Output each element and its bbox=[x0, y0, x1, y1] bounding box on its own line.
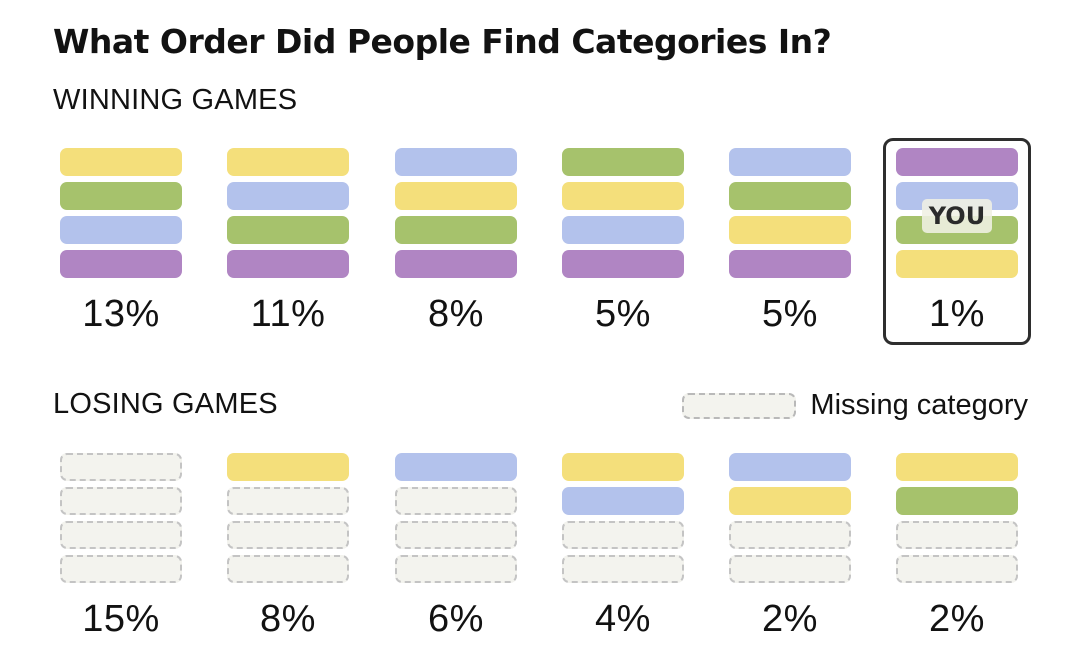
category-stack bbox=[395, 453, 517, 585]
purple-category-bar bbox=[227, 250, 349, 278]
category-stack: YOU bbox=[896, 148, 1018, 280]
category-stack bbox=[562, 453, 684, 585]
category-stack bbox=[60, 453, 182, 585]
category-stack bbox=[395, 148, 517, 280]
losing-order-column: 4% bbox=[562, 453, 684, 640]
category-stack bbox=[896, 453, 1018, 585]
yellow-category-bar bbox=[227, 148, 349, 176]
missing-category-bar bbox=[60, 521, 182, 549]
winning-order-column: YOU 1% bbox=[896, 148, 1018, 335]
percent-label: 13% bbox=[82, 293, 160, 335]
percent-label: 5% bbox=[595, 293, 651, 335]
category-stack bbox=[60, 148, 182, 280]
percent-label: 2% bbox=[929, 598, 985, 640]
green-category-bar bbox=[729, 182, 851, 210]
green-category-bar bbox=[562, 148, 684, 176]
purple-category-bar bbox=[562, 250, 684, 278]
missing-category-bar bbox=[60, 453, 182, 481]
category-stack bbox=[729, 453, 851, 585]
missing-category-bar bbox=[729, 521, 851, 549]
yellow-category-bar bbox=[60, 148, 182, 176]
blue-category-bar bbox=[729, 148, 851, 176]
percent-label: 15% bbox=[82, 598, 160, 640]
yellow-category-bar bbox=[395, 182, 517, 210]
losing-order-column: 8% bbox=[227, 453, 349, 640]
winning-order-column: 8% bbox=[395, 148, 517, 335]
category-stack bbox=[227, 453, 349, 585]
percent-label: 1% bbox=[929, 293, 985, 335]
missing-category-bar bbox=[395, 555, 517, 583]
missing-category-bar bbox=[562, 555, 684, 583]
blue-category-bar bbox=[395, 148, 517, 176]
category-stack bbox=[562, 148, 684, 280]
missing-category-bar bbox=[562, 521, 684, 549]
blue-category-bar bbox=[395, 453, 517, 481]
winning-order-column: 13% bbox=[60, 148, 182, 335]
legend: Missing category bbox=[682, 389, 1028, 422]
losing-order-column: 15% bbox=[60, 453, 182, 640]
winning-games-label: WINNING GAMES bbox=[53, 84, 298, 116]
category-stack bbox=[729, 148, 851, 280]
missing-category-bar bbox=[896, 555, 1018, 583]
missing-category-bar bbox=[395, 521, 517, 549]
category-stack bbox=[227, 148, 349, 280]
legend-missing-swatch bbox=[682, 392, 797, 419]
blue-category-bar bbox=[729, 453, 851, 481]
percent-label: 5% bbox=[762, 293, 818, 335]
yellow-category-bar bbox=[227, 453, 349, 481]
missing-category-bar bbox=[227, 487, 349, 515]
yellow-category-bar bbox=[562, 453, 684, 481]
losing-order-column: 2% bbox=[729, 453, 851, 640]
winning-order-column: 5% bbox=[562, 148, 684, 335]
losing-games-chart: 15% 8% 6% 4% 2% 2% bbox=[0, 453, 1080, 653]
purple-category-bar bbox=[896, 148, 1018, 176]
green-category-bar bbox=[227, 216, 349, 244]
losing-order-column: 2% bbox=[896, 453, 1018, 640]
percent-label: 6% bbox=[428, 598, 484, 640]
missing-category-bar bbox=[60, 555, 182, 583]
legend-missing-label: Missing category bbox=[810, 389, 1028, 421]
blue-category-bar bbox=[562, 216, 684, 244]
purple-category-bar bbox=[395, 250, 517, 278]
missing-category-bar bbox=[729, 555, 851, 583]
missing-category-bar bbox=[395, 487, 517, 515]
missing-category-bar bbox=[60, 487, 182, 515]
percent-label: 4% bbox=[595, 598, 651, 640]
green-category-bar bbox=[60, 182, 182, 210]
missing-category-bar bbox=[896, 521, 1018, 549]
losing-games-label: LOSING GAMES bbox=[53, 388, 278, 420]
purple-category-bar bbox=[729, 250, 851, 278]
percent-label: 2% bbox=[762, 598, 818, 640]
yellow-category-bar bbox=[896, 250, 1018, 278]
yellow-category-bar bbox=[896, 453, 1018, 481]
missing-category-bar bbox=[227, 521, 349, 549]
chart-title: What Order Did People Find Categories In… bbox=[53, 22, 832, 61]
blue-category-bar bbox=[60, 216, 182, 244]
winning-order-column: 11% bbox=[227, 148, 349, 335]
green-category-bar bbox=[896, 487, 1018, 515]
winning-games-chart: 13% 11% 8% 5% 5% YOU 1% bbox=[0, 138, 1080, 348]
percent-label: 8% bbox=[428, 293, 484, 335]
percent-label: 8% bbox=[260, 598, 316, 640]
green-category-bar bbox=[395, 216, 517, 244]
yellow-category-bar bbox=[729, 216, 851, 244]
blue-category-bar bbox=[562, 487, 684, 515]
yellow-category-bar bbox=[729, 487, 851, 515]
yellow-category-bar bbox=[562, 182, 684, 210]
purple-category-bar bbox=[60, 250, 182, 278]
percent-label: 11% bbox=[250, 293, 326, 335]
blue-category-bar bbox=[227, 182, 349, 210]
winning-order-column: 5% bbox=[729, 148, 851, 335]
losing-order-column: 6% bbox=[395, 453, 517, 640]
missing-category-bar bbox=[227, 555, 349, 583]
you-badge: YOU bbox=[922, 199, 992, 233]
you-highlight-box bbox=[883, 138, 1031, 345]
